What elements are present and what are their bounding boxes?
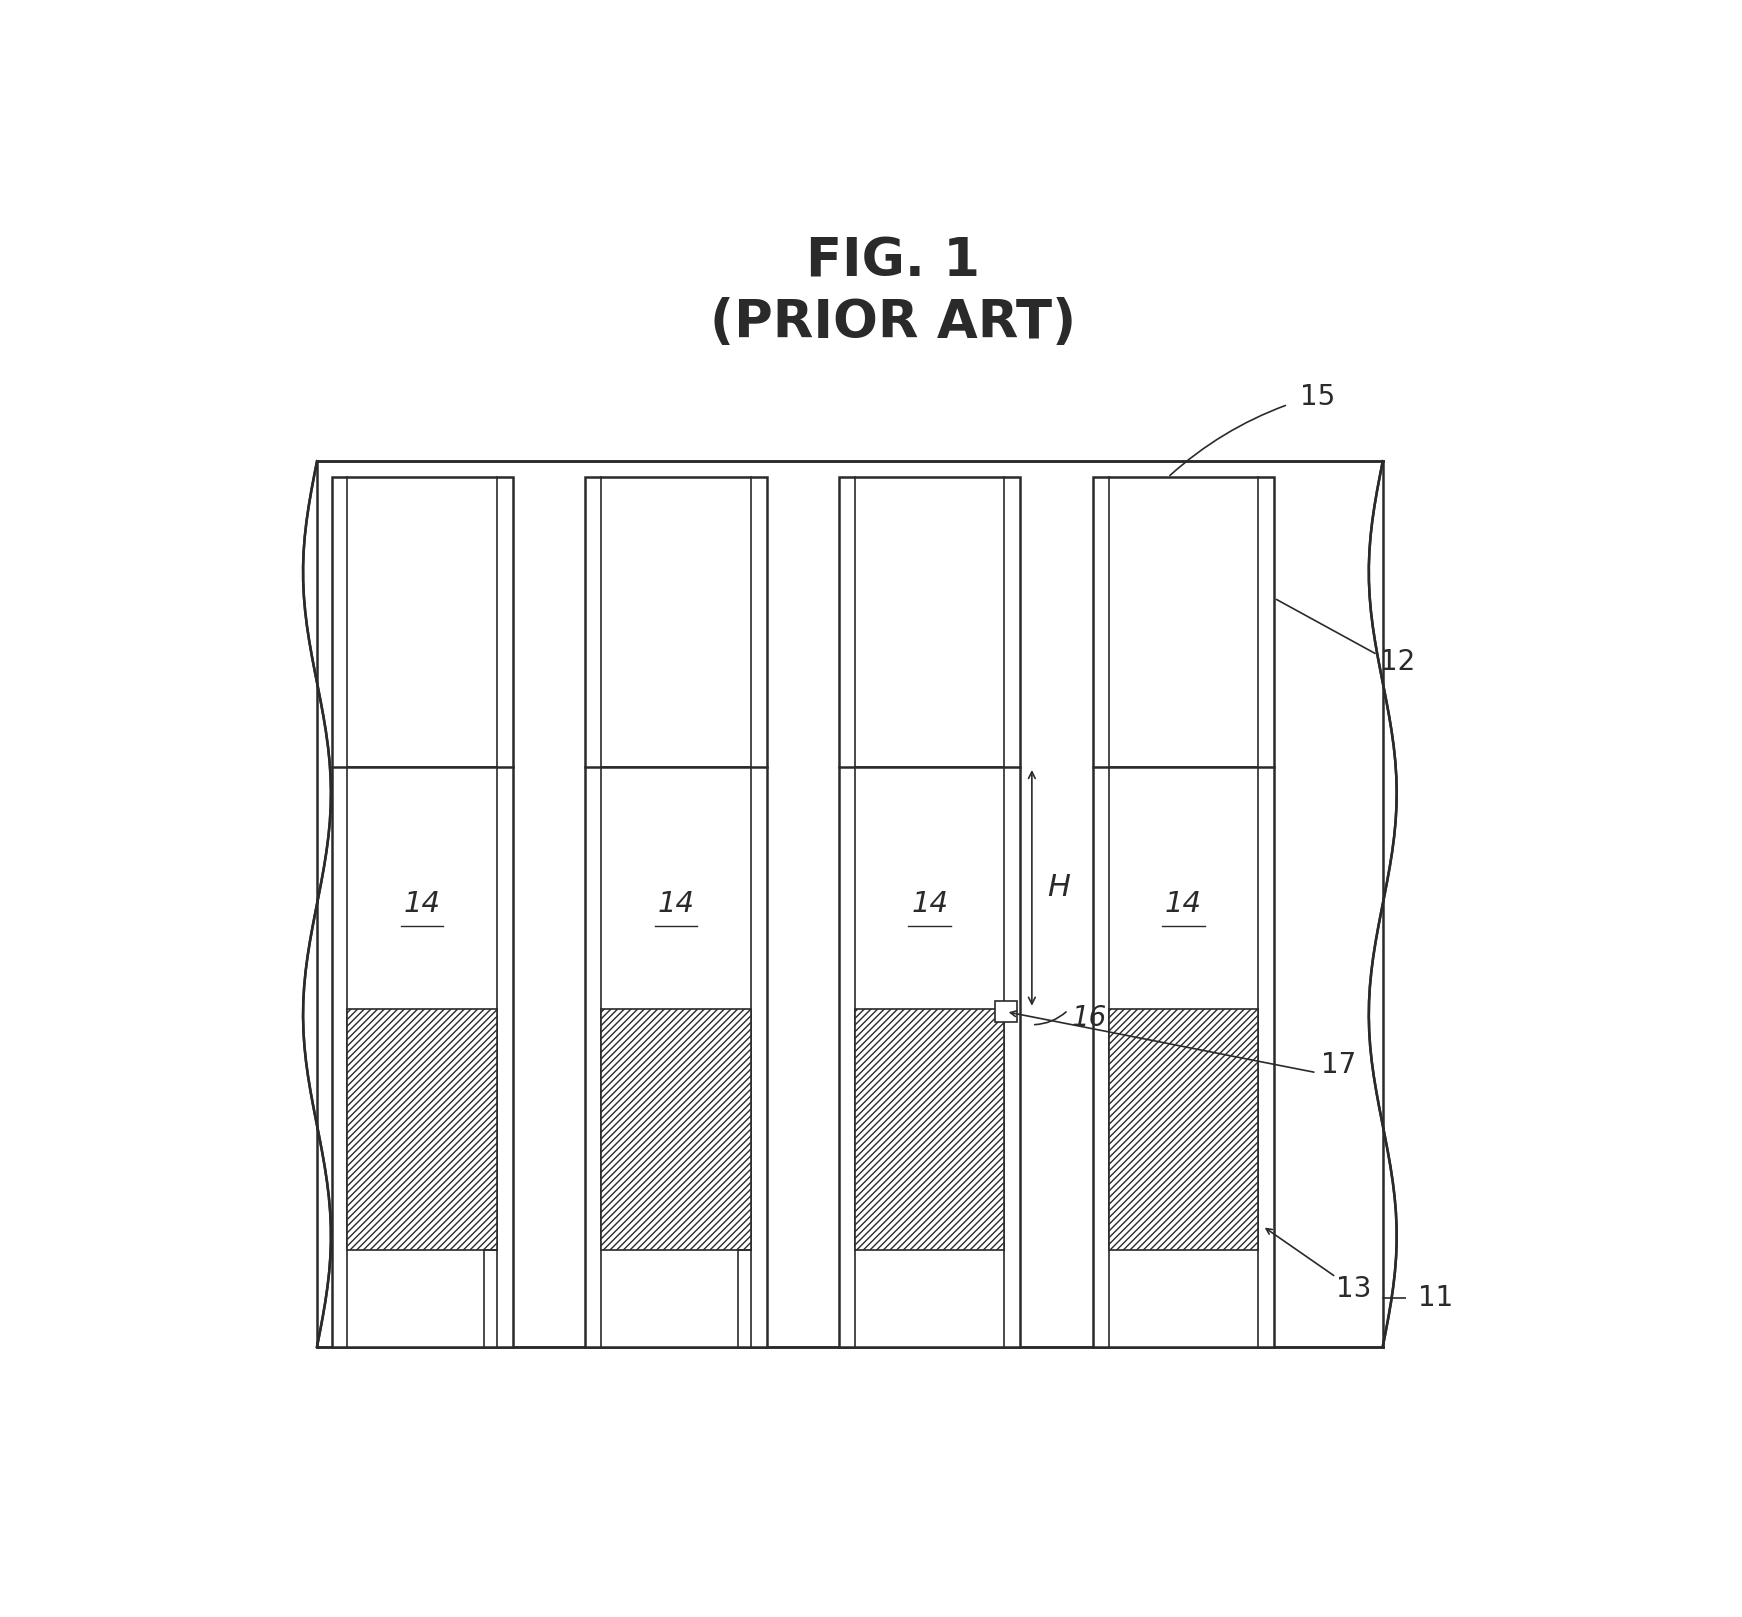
Bar: [218, 194, 294, 1439]
Text: 11: 11: [1418, 1284, 1453, 1313]
Bar: [1108, 1009, 1258, 1250]
Bar: [840, 477, 1021, 1347]
Text: FIG. 1: FIG. 1: [807, 234, 979, 288]
Text: 15: 15: [1300, 383, 1334, 411]
Text: H: H: [1047, 873, 1070, 902]
Bar: [585, 477, 766, 1347]
Bar: [840, 477, 1021, 1347]
Bar: [1092, 477, 1273, 1347]
Text: 13: 13: [1336, 1274, 1371, 1303]
Text: 14: 14: [1165, 889, 1202, 918]
Bar: [855, 1009, 1005, 1250]
Bar: [347, 1009, 496, 1250]
Text: 14: 14: [911, 889, 948, 918]
Bar: [601, 1009, 751, 1250]
Bar: [331, 477, 512, 1347]
Bar: [331, 477, 512, 1347]
Bar: [317, 461, 1383, 1347]
Text: (PRIOR ART): (PRIOR ART): [709, 296, 1077, 349]
Bar: [1406, 194, 1568, 1439]
Text: 12: 12: [1380, 648, 1415, 676]
Bar: [995, 1001, 1017, 1022]
Bar: [1092, 477, 1273, 1347]
Text: 17: 17: [1320, 1051, 1355, 1079]
Bar: [585, 477, 766, 1347]
Text: 14: 14: [657, 889, 695, 918]
Text: 16: 16: [1071, 1004, 1108, 1032]
Text: 14: 14: [404, 889, 441, 918]
